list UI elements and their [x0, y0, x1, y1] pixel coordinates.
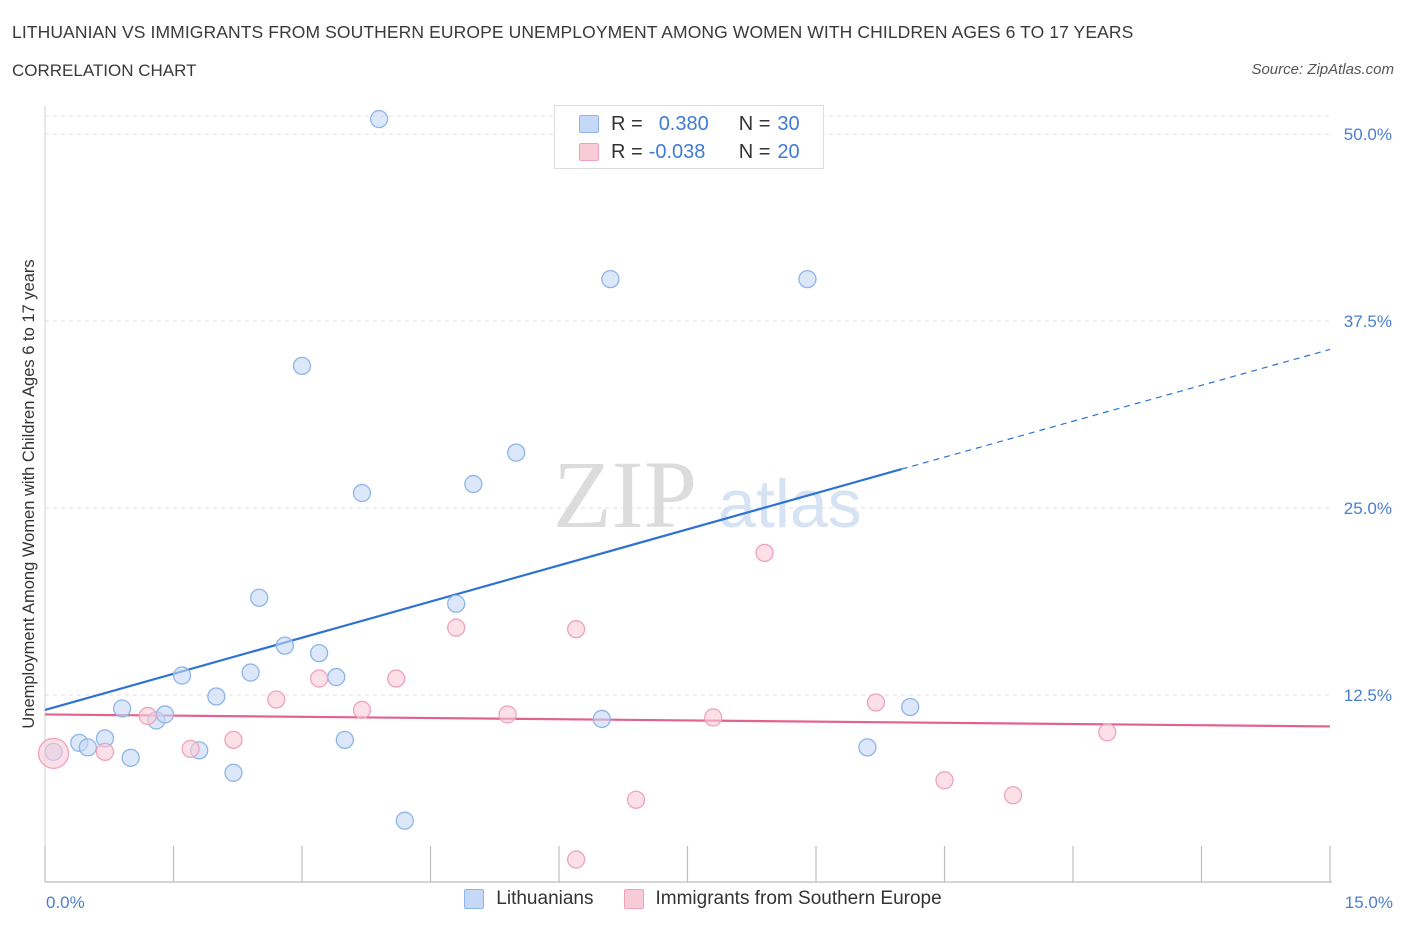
legend-swatch-pink	[579, 143, 599, 161]
data-point-immigrants	[224, 730, 243, 750]
data-point-lithuanians	[224, 763, 243, 782]
data-point-immigrants	[447, 618, 466, 637]
chart-title: LITHUANIAN VS IMMIGRANTS FROM SOUTHERN E…	[12, 22, 1134, 42]
legend-n-label: N =	[738, 140, 771, 163]
data-point-immigrants	[95, 742, 115, 761]
data-points	[37, 109, 1117, 869]
data-point-lithuanians	[78, 738, 97, 757]
data-point-lithuanians	[112, 699, 132, 718]
data-point-immigrants	[498, 705, 517, 724]
data-point-lithuanians	[464, 474, 483, 494]
data-point-lithuanians	[352, 483, 372, 503]
data-point-immigrants	[935, 771, 954, 790]
series-name: Lithuanians	[496, 888, 594, 909]
data-point-lithuanians	[327, 667, 346, 687]
x-tick-label: 15.0%	[1345, 893, 1393, 912]
y-tick-label: 25.0%	[1344, 499, 1392, 518]
y-axis-label: Unemployment Among Women with Children A…	[20, 259, 38, 728]
chart-subtitle: CORRELATION CHART	[12, 61, 197, 80]
legend-r-value: -0.038	[648, 140, 706, 163]
data-point-immigrants	[267, 690, 286, 709]
data-point-lithuanians	[292, 356, 312, 376]
data-point-immigrants	[566, 850, 586, 869]
data-point-lithuanians	[207, 687, 226, 706]
watermark-atlas: atlas	[718, 466, 862, 542]
data-point-immigrants	[138, 706, 157, 726]
data-point-lithuanians	[335, 730, 354, 750]
tick-labels: 12.5% 25.0% 37.5% 50.0% 0.0% 15.0%	[46, 125, 1393, 912]
data-point-immigrants	[37, 737, 70, 769]
data-point-lithuanians	[901, 697, 920, 717]
data-point-lithuanians	[798, 269, 817, 289]
legend-row-lithuanians: R = 0.380 N = 30	[579, 111, 800, 137]
data-point-lithuanians	[395, 811, 414, 830]
data-point-lithuanians	[309, 643, 329, 663]
data-point-immigrants	[309, 669, 329, 688]
legend-n-value: 20	[777, 140, 800, 163]
data-point-lithuanians	[447, 594, 466, 613]
series-legend-immigrants: Immigrants from Southern Europe	[623, 888, 942, 910]
data-point-immigrants	[352, 700, 372, 720]
data-point-immigrants	[626, 790, 646, 809]
data-point-lithuanians	[275, 636, 295, 655]
y-tick-label: 50.0%	[1344, 125, 1392, 144]
y-tick-label: 37.5%	[1344, 312, 1392, 331]
watermark-zip: ZIP	[553, 441, 697, 548]
data-point-immigrants	[866, 693, 886, 712]
data-point-immigrants	[566, 620, 586, 639]
legend-swatch-blue	[579, 115, 599, 133]
data-point-lithuanians	[121, 748, 140, 767]
data-point-lithuanians	[601, 269, 620, 289]
series-swatch-blue	[464, 889, 485, 909]
correlation-legend: R = 0.380 N = 30 R = -0.038 N = 20	[554, 105, 824, 169]
data-point-lithuanians	[507, 443, 526, 462]
legend-r-label: R =	[611, 140, 643, 163]
legend-n-value: 30	[777, 112, 800, 135]
data-point-immigrants	[755, 543, 774, 563]
data-point-lithuanians	[241, 663, 260, 682]
data-point-immigrants	[1098, 723, 1117, 742]
series-legend-lithuanians: Lithuanians	[464, 888, 594, 910]
data-point-immigrants	[1003, 786, 1023, 805]
data-point-immigrants	[387, 669, 406, 688]
legend-r-value: 0.380	[658, 112, 709, 135]
legend-row-immigrants: R = -0.038 N = 20	[579, 139, 800, 165]
x-tick-label: 0.0%	[46, 893, 85, 912]
data-point-lithuanians	[369, 109, 389, 129]
grid-lines	[45, 115, 1330, 696]
trend-line-extension	[901, 348, 1331, 470]
data-point-lithuanians	[155, 705, 175, 724]
data-point-immigrants	[704, 708, 723, 727]
legend-r-label: R =	[611, 112, 643, 135]
source-label: Source: ZipAtlas.com	[1251, 61, 1394, 78]
data-point-lithuanians	[592, 709, 611, 729]
data-point-lithuanians	[172, 666, 192, 685]
y-tick-label: 12.5%	[1344, 686, 1392, 705]
legend-n-label: N =	[738, 112, 771, 135]
data-point-lithuanians	[858, 738, 877, 757]
data-point-immigrants	[181, 739, 200, 759]
series-name: Immigrants from Southern Europe	[655, 888, 942, 909]
trend-line-immigrants	[44, 713, 1331, 728]
series-legend: Lithuanians Immigrants from Southern Eur…	[0, 888, 1406, 910]
series-swatch-pink	[623, 889, 644, 909]
data-point-lithuanians	[250, 588, 269, 607]
